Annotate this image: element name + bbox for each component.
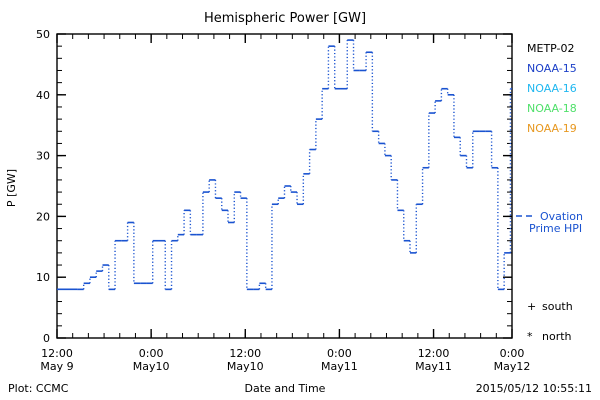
x-tick-time: 12:00 xyxy=(229,347,261,360)
y-tick-label: 0 xyxy=(43,332,50,345)
y-tick-label: 40 xyxy=(36,89,50,102)
x-tick-date: May10 xyxy=(133,360,170,373)
data-series-group xyxy=(57,39,512,291)
legend-ovation-line1[interactable]: Ovation xyxy=(540,210,583,223)
x-tick-time: 0:00 xyxy=(139,347,164,360)
plot-timestamp: 2015/05/12 10:55:11 xyxy=(476,382,592,395)
x-tick-time: 12:00 xyxy=(41,347,73,360)
y-axis-ticks: 0 10 20 30 40 50 xyxy=(36,28,512,345)
x-tick-date: May12 xyxy=(494,360,531,373)
legend-marker-glyph-north: * xyxy=(527,330,533,343)
legend-item-noaa-16[interactable]: NOAA-16 xyxy=(527,82,577,95)
legend-ovation-line2[interactable]: Prime HPI xyxy=(529,222,582,235)
y-tick-label: 30 xyxy=(36,150,50,163)
x-tick-date: May10 xyxy=(227,360,264,373)
legend-item-noaa-19[interactable]: NOAA-19 xyxy=(527,122,577,135)
legend-marker-label-north: north xyxy=(542,330,572,343)
x-tick-time: 0:00 xyxy=(327,347,352,360)
legend-marker-glyph-south: + xyxy=(527,300,536,313)
y-tick-label: 10 xyxy=(36,271,50,284)
x-tick-date: May11 xyxy=(415,360,452,373)
y-tick-label: 20 xyxy=(36,210,50,223)
legend: METP-02 NOAA-15 NOAA-16 NOAA-18 NOAA-19 Ovati… xyxy=(516,42,583,343)
plot-frame xyxy=(56,33,513,339)
legend-item-noaa-15[interactable]: NOAA-15 xyxy=(527,62,577,75)
chart-title: Hemispheric Power [GW] xyxy=(204,11,366,26)
y-tick-label: 50 xyxy=(36,28,50,41)
y-axis-label: P [GW] xyxy=(5,169,18,207)
x-axis-label: Date and Time xyxy=(245,382,326,395)
plot-credit: Plot: CCMC xyxy=(8,382,69,395)
x-tick-date: May11 xyxy=(321,360,358,373)
x-tick-time: 0:00 xyxy=(500,347,525,360)
legend-item-metp-02[interactable]: METP-02 xyxy=(527,42,575,55)
x-tick-time: 12:00 xyxy=(418,347,450,360)
legend-item-noaa-18[interactable]: NOAA-18 xyxy=(527,102,577,115)
x-tick-date: May 9 xyxy=(40,360,73,373)
legend-marker-label-south: south xyxy=(542,300,573,313)
series-1 xyxy=(57,39,512,291)
